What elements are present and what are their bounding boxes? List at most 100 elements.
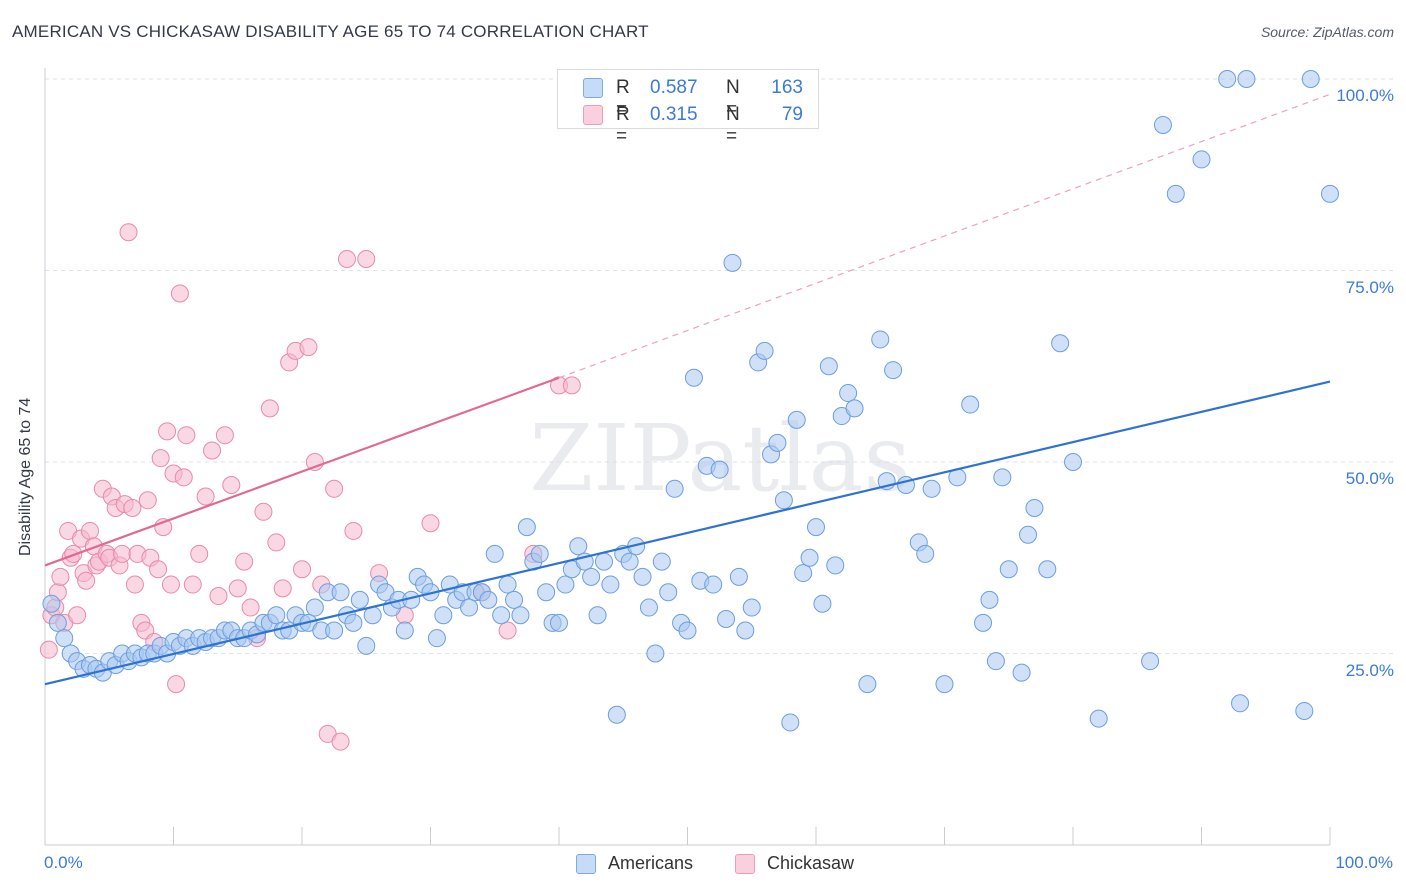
americans-point (858, 675, 877, 694)
americans-point (395, 621, 414, 640)
americans-point (922, 479, 941, 498)
americans-point (1166, 184, 1185, 203)
chickasaw-point (299, 338, 318, 357)
americans-point (530, 544, 549, 563)
americans-point (1192, 150, 1211, 169)
americans-point (460, 598, 479, 617)
chickasaw-point (125, 575, 144, 594)
chickasaw-point (222, 475, 241, 494)
legend-n-label: N = (726, 104, 740, 147)
chickasaw-point (357, 250, 376, 269)
chickasaw-point (498, 621, 517, 640)
chickasaw-point (39, 640, 58, 659)
americans-point (357, 636, 376, 655)
legend-r-label: R = (616, 104, 630, 147)
americans-point (55, 629, 74, 648)
americans-point (819, 357, 838, 376)
americans-point (826, 556, 845, 575)
chickasaw-point (235, 552, 254, 571)
chickasaw-point (203, 441, 222, 460)
chickasaw-point (260, 399, 279, 418)
americans-point (48, 613, 67, 632)
americans-point (736, 621, 755, 640)
americans-point (556, 575, 575, 594)
legend-n-value: 79 (781, 104, 803, 125)
americans-point (350, 590, 369, 609)
americans-point (331, 583, 350, 602)
americans-point (999, 560, 1018, 579)
americans-point (807, 518, 825, 537)
americans-point (517, 518, 536, 537)
americans-point (845, 399, 864, 418)
americans-point (325, 621, 344, 640)
americans-point (729, 567, 748, 586)
chart-title: AMERICAN VS CHICKASAW DISABILITY AGE 65 … (12, 22, 649, 41)
chickasaw-point (138, 491, 157, 510)
chickasaw-point (215, 426, 234, 445)
legend-swatch-americans (576, 854, 596, 874)
axes (44, 68, 1331, 846)
americans-point (1064, 453, 1082, 471)
americans-point (305, 598, 324, 617)
chickasaw-point (421, 514, 440, 533)
americans-point (993, 468, 1012, 487)
americans-point (569, 537, 588, 556)
chickasaw-point (68, 606, 87, 625)
americans-point (1089, 709, 1108, 728)
chickasaw-point (77, 571, 96, 590)
legend-n-label: N = (726, 77, 740, 120)
americans-point (813, 594, 832, 613)
chickasaw-point (325, 479, 344, 498)
americans-point (916, 544, 935, 563)
chickasaw-point (158, 422, 177, 441)
chickasaw-point (161, 575, 180, 594)
americans-point (781, 713, 800, 732)
americans-point (710, 460, 729, 479)
legend-swatch-chickasaw (583, 105, 603, 125)
legend-n-value: 163 (771, 77, 803, 98)
americans-point (1019, 525, 1038, 544)
americans-point (505, 590, 524, 609)
americans-point (961, 395, 980, 414)
chickasaw-point (183, 575, 202, 594)
americans-point (774, 491, 793, 510)
trend-lines (44, 93, 1331, 686)
chickasaw-point (228, 579, 247, 598)
americans-point (1051, 334, 1070, 353)
chickasaw-point (149, 560, 168, 579)
chickasaw-point (113, 544, 132, 563)
americans-point (787, 410, 806, 429)
americans-point (588, 606, 607, 625)
americans-point (1218, 70, 1237, 88)
americans-point (871, 330, 890, 349)
correlation-legend: R = 0.587 N = 163 R = 0.315 N = 79 (557, 69, 819, 147)
americans-point (1231, 694, 1250, 713)
chickasaw-trend-extension (558, 93, 1331, 379)
chickasaw-point (170, 284, 189, 303)
americans-point (1038, 560, 1057, 579)
chickasaw-point (273, 579, 292, 598)
americans-point (344, 613, 363, 632)
americans-point (755, 341, 774, 360)
americans-point (723, 253, 742, 272)
americans-point (594, 552, 613, 571)
y-tick-label: 50.0% (1345, 469, 1394, 488)
chickasaw-point (177, 426, 196, 445)
legend-r-value: 0.315 (650, 104, 698, 125)
americans-trend-line (44, 380, 1331, 686)
americans-point (639, 598, 658, 617)
americans-point (768, 433, 787, 452)
americans-point (511, 606, 530, 625)
watermark: ZIPatlas (529, 405, 910, 512)
chickasaw-point (123, 498, 142, 517)
americans-point (974, 613, 993, 632)
americans-point (800, 548, 819, 567)
legend-r-value: 0.587 (650, 77, 698, 98)
y-tick-label: 100.0% (1336, 86, 1394, 105)
chickasaw-point (293, 560, 311, 579)
y-tick-label: 25.0% (1345, 660, 1394, 680)
legend-swatch-americans (583, 78, 603, 98)
chickasaw-point (190, 544, 209, 563)
americans-point (684, 368, 703, 387)
